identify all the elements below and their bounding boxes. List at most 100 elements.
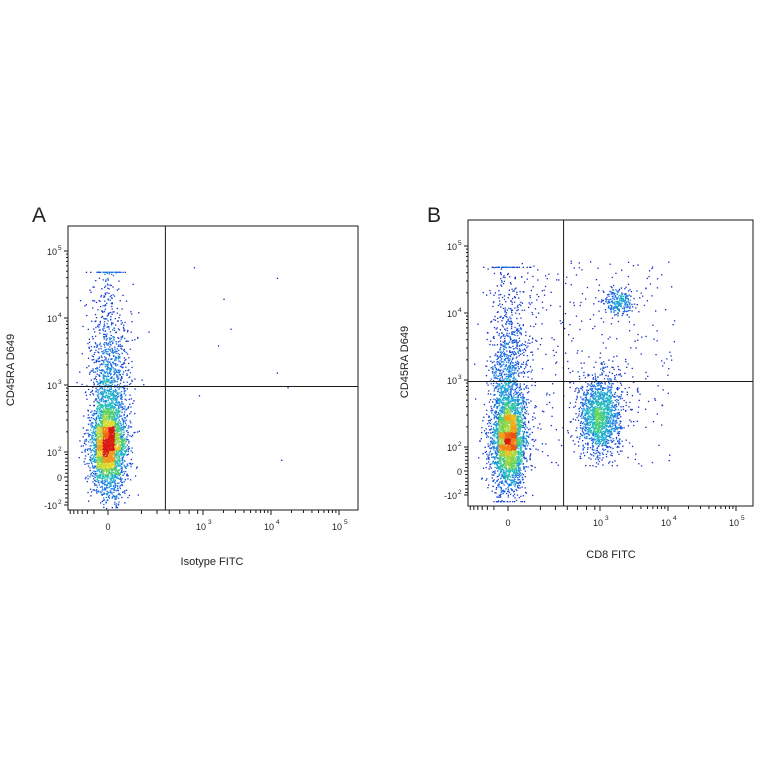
event-dot xyxy=(84,463,86,465)
event-dot xyxy=(92,460,94,462)
event-dot xyxy=(127,369,129,372)
event-dot xyxy=(101,397,103,399)
event-dot xyxy=(504,490,506,492)
event-dot xyxy=(95,426,98,428)
event-dot xyxy=(135,467,138,469)
event-dot xyxy=(512,409,515,411)
event-dot xyxy=(86,480,88,483)
event-dot xyxy=(125,340,127,343)
event-dot xyxy=(101,443,103,446)
event-dot xyxy=(106,473,108,476)
event-dot xyxy=(515,454,517,456)
event-dot xyxy=(112,411,114,413)
event-dot xyxy=(79,300,82,302)
event-dot xyxy=(118,288,120,290)
event-dot xyxy=(113,433,116,435)
event-dot xyxy=(115,438,117,441)
event-dot xyxy=(93,442,95,444)
event-dot xyxy=(126,388,128,390)
event-dot xyxy=(497,496,499,498)
event-dot xyxy=(121,386,124,388)
event-dot xyxy=(123,453,125,455)
event-dot xyxy=(111,308,113,310)
event-dot xyxy=(99,416,101,418)
event-dot xyxy=(102,441,105,443)
event-dot xyxy=(112,427,115,429)
event-dot xyxy=(98,369,101,371)
event-dot xyxy=(99,420,102,423)
event-dot xyxy=(111,465,113,467)
event-dot xyxy=(494,377,496,379)
event-dot xyxy=(509,355,511,357)
event-dot xyxy=(112,419,114,421)
event-dot xyxy=(115,404,118,406)
event-dot xyxy=(113,416,115,418)
event-dot xyxy=(113,474,115,477)
event-dot xyxy=(108,417,110,419)
event-dot xyxy=(110,454,112,457)
event-dot xyxy=(111,423,113,425)
event-dot xyxy=(100,425,102,427)
event-dot xyxy=(108,444,110,446)
event-dot xyxy=(95,359,97,361)
event-dot xyxy=(119,448,121,451)
event-dot xyxy=(121,376,123,378)
event-dot xyxy=(87,453,89,455)
event-dot xyxy=(99,449,101,451)
event-dot xyxy=(102,477,104,479)
event-dot xyxy=(519,290,521,293)
event-dot xyxy=(111,351,113,353)
event-dot xyxy=(103,412,106,414)
event-dot xyxy=(96,492,98,494)
event-dot xyxy=(103,321,106,323)
event-dot xyxy=(130,465,132,468)
event-dot xyxy=(499,423,501,425)
event-dot xyxy=(105,336,108,338)
event-dot xyxy=(129,426,131,428)
event-dot xyxy=(109,438,111,440)
event-dot xyxy=(522,433,525,435)
event-dot xyxy=(105,464,107,467)
event-dot xyxy=(119,426,121,428)
event-dot xyxy=(111,405,113,407)
event-dot xyxy=(127,465,129,467)
event-dot xyxy=(104,390,106,392)
event-dot xyxy=(504,465,506,467)
event-dot xyxy=(101,351,103,353)
event-dot xyxy=(118,460,120,462)
event-dot xyxy=(107,452,109,454)
event-dot xyxy=(522,462,524,465)
event-dot xyxy=(119,446,121,449)
event-dot xyxy=(131,379,133,381)
event-dot xyxy=(116,427,118,429)
event-dot xyxy=(510,480,512,482)
event-dot xyxy=(114,407,116,409)
event-dot xyxy=(101,470,103,473)
event-dot xyxy=(126,449,128,451)
event-dot xyxy=(106,435,108,437)
event-dot xyxy=(102,398,104,400)
event-dot xyxy=(117,320,119,322)
event-dot xyxy=(100,355,103,357)
event-dot xyxy=(103,336,105,338)
event-dot xyxy=(501,473,503,476)
event-dot xyxy=(111,383,113,386)
event-dot xyxy=(100,407,102,409)
event-dot xyxy=(127,475,129,477)
event-dot xyxy=(104,334,106,336)
event-dot xyxy=(96,368,98,370)
event-dot xyxy=(113,394,115,396)
event-dot xyxy=(115,495,118,497)
event-dot xyxy=(96,459,99,461)
event-dot xyxy=(104,346,106,348)
event-dot xyxy=(119,476,122,478)
event-dot xyxy=(517,437,519,439)
event-dot xyxy=(110,386,112,388)
event-dot xyxy=(112,311,114,313)
event-dot xyxy=(486,436,488,439)
event-dot xyxy=(103,440,105,442)
event-dot xyxy=(109,458,112,460)
event-dot xyxy=(97,445,99,448)
event-dot xyxy=(118,414,121,416)
